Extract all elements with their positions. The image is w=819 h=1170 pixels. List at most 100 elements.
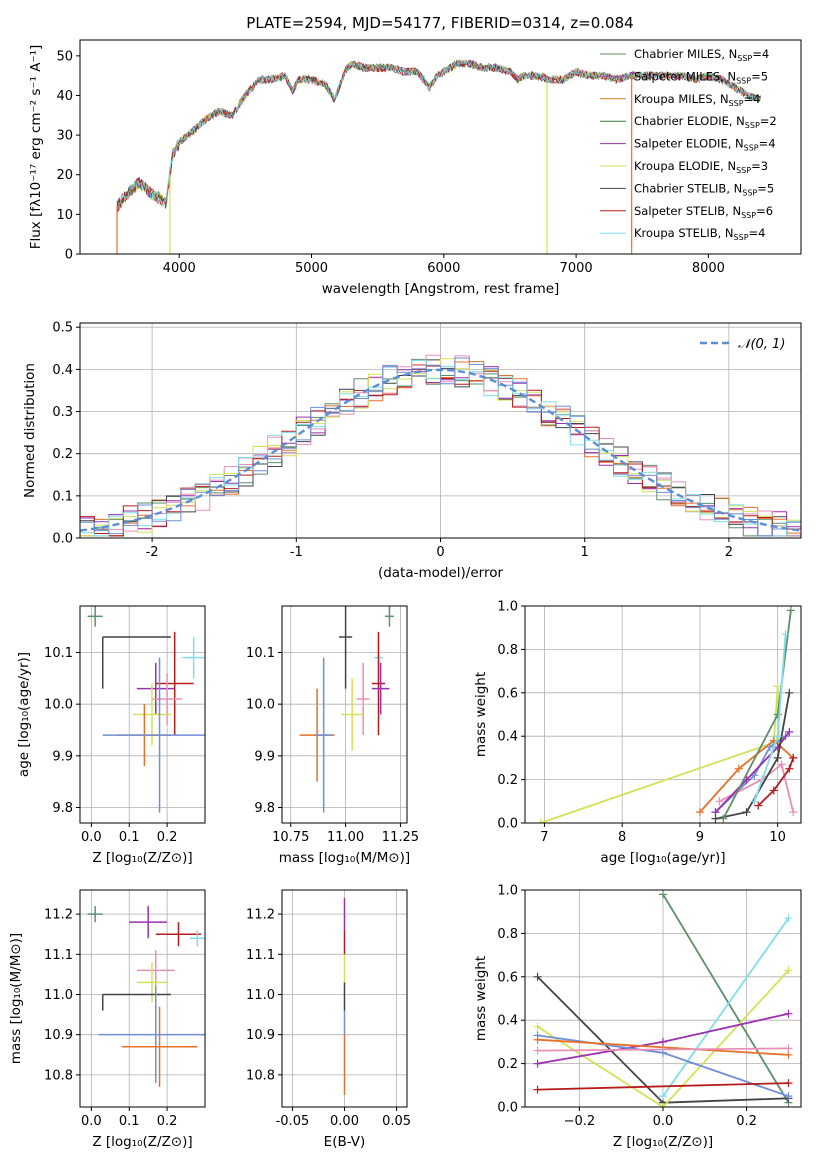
weight-point-marker bbox=[719, 814, 728, 823]
legend-entry: Chabrier ELODIE, NSSP=2 bbox=[634, 114, 777, 130]
legend-entry-subscript: SSP bbox=[745, 121, 760, 130]
legend-entry-name: Chabrier MILES, N bbox=[634, 47, 737, 61]
y-tick-label: 0.0 bbox=[52, 532, 73, 547]
legend-entry-subscript: SSP bbox=[729, 99, 744, 108]
weight-point-marker bbox=[734, 764, 743, 773]
y-tick-label: 10.1 bbox=[44, 646, 73, 661]
legend-entry: Salpeter STELIB, NSSP=6 bbox=[634, 204, 773, 220]
plot-area-mass_vs_Z bbox=[87, 906, 205, 1087]
legend-entry: Kroupa STELIB, NSSP=4 bbox=[634, 226, 765, 242]
legend-entry-subscript: SSP bbox=[737, 54, 752, 63]
y-tick-label: 9.9 bbox=[254, 749, 275, 764]
weight-series-line bbox=[537, 1047, 789, 1052]
x-tick-label: 0.1 bbox=[119, 1114, 140, 1129]
x-axis-label: Z [log₁₀(Z/Z⊙)] bbox=[92, 1134, 192, 1150]
y-tick-label: 50 bbox=[56, 49, 73, 64]
legend-entry-value: =3 bbox=[751, 159, 768, 173]
x-tick-label: 10.75 bbox=[272, 830, 309, 845]
weight-point-marker bbox=[659, 1037, 667, 1046]
legend-entry-name: Salpeter MILES, N bbox=[634, 69, 736, 83]
y-axis-label: Flux [fλ10⁻¹⁷ erg cm⁻² s⁻¹ A⁻¹] bbox=[28, 45, 44, 250]
x-axis-label: wavelength [Angstrom, rest frame] bbox=[322, 281, 560, 297]
x-tick-label: 11.25 bbox=[382, 830, 419, 845]
weight-point-marker bbox=[789, 753, 798, 762]
y-tick-label: 1.0 bbox=[497, 884, 518, 899]
weight-point-marker bbox=[659, 1092, 667, 1101]
x-tick-label: 0.00 bbox=[330, 1114, 359, 1129]
weight-point-marker bbox=[784, 1044, 793, 1053]
y-tick-label: 0.1 bbox=[52, 489, 73, 504]
weight-point-marker bbox=[742, 808, 751, 817]
x-tick-label: 2 bbox=[725, 545, 733, 560]
x-tick-label: 0.2 bbox=[157, 1114, 178, 1129]
y-tick-label: 0.6 bbox=[497, 686, 518, 701]
weight-point-marker bbox=[777, 760, 786, 769]
y-axis-label: mass [log₁₀(M/M⊙)] bbox=[8, 933, 24, 1064]
x-axis-label: Z [log₁₀(Z/Z⊙)] bbox=[613, 1134, 713, 1150]
legend-entry-subscript: SSP bbox=[741, 211, 756, 220]
y-tick-label: 0.8 bbox=[497, 643, 518, 658]
legend-entry: Salpeter ELODIE, NSSP=4 bbox=[634, 137, 776, 153]
weight-series-line bbox=[757, 757, 795, 807]
y-tick-label: 0.0 bbox=[497, 1101, 518, 1116]
y-tick-label: 0 bbox=[65, 248, 73, 263]
plot-area-age_vs_Z bbox=[87, 606, 205, 813]
axes-age_vs_mass: 10.75 11.00 11.25 9.8 9.9 10.0 10.1 mass [log₁₀… bbox=[246, 605, 419, 866]
weight-point-marker bbox=[773, 682, 782, 691]
weight-series-line bbox=[540, 686, 781, 823]
y-tick-label: 9.8 bbox=[254, 801, 275, 816]
axes-spectrum: 4000 5000 6000 7000 8000 0 10 20 30 40 50 wavelengt… bbox=[28, 39, 802, 297]
axes-frame bbox=[79, 39, 802, 255]
y-tick-label: 0.4 bbox=[497, 1014, 518, 1029]
x-axis-label: E(B-V) bbox=[324, 1134, 366, 1150]
x-tick-label: 7000 bbox=[560, 261, 593, 276]
weight-point-marker bbox=[711, 814, 720, 823]
plot-area-age_vs_mass bbox=[299, 606, 394, 813]
y-tick-label: 0.2 bbox=[497, 773, 518, 788]
legend-entry-name: Kroupa STELIB, N bbox=[634, 226, 734, 240]
y-tick-label: 10 bbox=[56, 208, 73, 223]
legend-entry-name: Chabrier ELODIE, N bbox=[634, 114, 745, 128]
y-axis-label: mass weight bbox=[473, 672, 489, 757]
legend-entry-value: =5 bbox=[751, 69, 768, 83]
y-tick-label: 40 bbox=[56, 89, 73, 104]
plot-area-residuals bbox=[80, 354, 801, 537]
axes-mass_vs_Z: 0.0 0.1 0.2 10.8 10.9 11.0 11.1 11.2 Z [log₁₀(Z/… bbox=[8, 889, 206, 1150]
weight-point-marker bbox=[784, 914, 793, 923]
y-tick-label: 11.2 bbox=[246, 908, 275, 923]
weight-point-marker bbox=[659, 890, 667, 899]
x-tick-label: 0 bbox=[436, 545, 444, 560]
y-tick-label: 11.0 bbox=[246, 988, 275, 1003]
spectrum-series-line bbox=[116, 59, 761, 210]
y-tick-label: 10.0 bbox=[44, 698, 73, 713]
x-tick-label: 0.1 bbox=[119, 830, 140, 845]
y-tick-label: 0.8 bbox=[497, 927, 518, 942]
x-tick-label: -0.05 bbox=[276, 1114, 310, 1129]
x-tick-label: −0.2 bbox=[564, 1114, 596, 1129]
y-tick-label: 10.0 bbox=[246, 698, 275, 713]
x-tick-label: 4000 bbox=[163, 261, 196, 276]
x-axis-label: age [log₁₀(age/yr)] bbox=[600, 850, 725, 866]
legend-entry-value: =4 bbox=[759, 137, 776, 151]
weight-point-marker bbox=[785, 688, 794, 697]
weight-point-marker bbox=[533, 1022, 542, 1031]
weight-point-marker bbox=[536, 819, 545, 823]
axes-frame bbox=[524, 605, 802, 824]
legend-entry-name: Kroupa ELODIE, N bbox=[634, 159, 736, 173]
y-tick-label: 0.2 bbox=[497, 1057, 518, 1072]
x-tick-label: 8000 bbox=[692, 261, 725, 276]
legend-entry-subscript: SSP bbox=[736, 76, 751, 85]
x-axis-label: (data-model)/error bbox=[378, 565, 504, 581]
plot-area-weight_vs_Z bbox=[533, 890, 793, 1107]
weight-point-marker bbox=[784, 1092, 793, 1101]
weight-point-marker bbox=[781, 630, 790, 639]
weight-point-marker bbox=[715, 797, 724, 806]
axes-frame bbox=[281, 605, 408, 824]
weight-point-marker bbox=[754, 801, 763, 810]
weight-point-marker bbox=[533, 1059, 542, 1068]
axes-frame bbox=[79, 889, 206, 1108]
x-tick-label: 0.2 bbox=[157, 830, 178, 845]
x-tick-label: 0.0 bbox=[653, 1114, 674, 1129]
